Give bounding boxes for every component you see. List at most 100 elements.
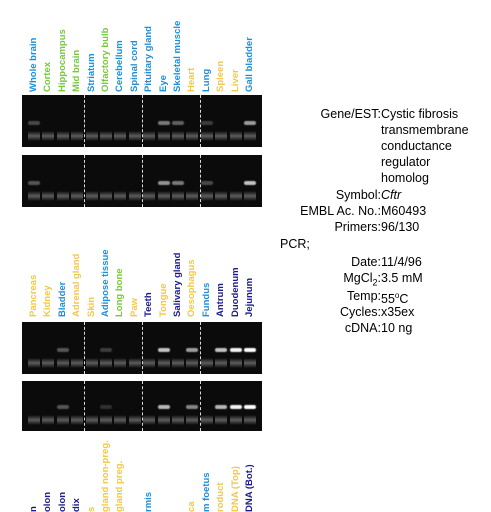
bottom-lane-label: roduct	[215, 482, 227, 512]
top-lane-label: Heart	[186, 67, 198, 92]
gene-est-line-3: conductance	[381, 139, 452, 153]
cdna-value: 10 ng	[381, 321, 413, 335]
gene-info-panel: Gene/EST: Cystic fibrosis transmembrane …	[278, 106, 491, 366]
top-lower-pcr-band	[157, 181, 170, 185]
top-lane-label: Eye	[157, 75, 169, 92]
top-upper-primer-smear	[186, 131, 199, 141]
middle-lane-label: Paw	[128, 297, 140, 317]
middle-lane-label: Teeth	[143, 292, 155, 317]
degree-superscript: o	[394, 291, 400, 300]
embl-label: EMBL Ac. No.:	[300, 204, 381, 218]
bottom-lane-label: rmis	[143, 491, 155, 512]
top-lower-primer-smear	[157, 191, 170, 201]
middle-lower-primer-smear	[56, 415, 69, 425]
bottom-lane-label: olon	[42, 491, 54, 512]
cycles-label: Cycles:	[340, 305, 381, 319]
middle-lower-pcr-band	[244, 405, 256, 409]
bottom-lane-label: ca	[186, 501, 198, 512]
primers-value: 96/130	[381, 220, 420, 234]
date-label: Date:	[351, 255, 381, 269]
top-lower-primer-smear	[56, 191, 69, 201]
middle-lower-primer-smear	[200, 415, 213, 425]
top-lower-lane-divider	[199, 155, 201, 207]
middle-lane-label: Adipose tissue	[100, 249, 111, 317]
top-lane-label: Olfactory bulb	[100, 27, 111, 92]
top-lower-pcr-band	[28, 181, 40, 185]
top-upper-primer-smear	[172, 131, 184, 141]
middle-lower-primer-smear	[71, 415, 84, 425]
middle-lane-label: Antrum	[215, 283, 227, 317]
middle-upper-primer-smear	[143, 358, 156, 368]
top-gel-lower	[22, 155, 262, 207]
top-lower-pcr-band	[172, 181, 184, 185]
top-lower-primer-smear	[215, 191, 228, 201]
top-upper-lane-divider	[142, 95, 143, 147]
middle-lower-lane-divider	[142, 381, 143, 431]
middle-upper-pcr-band	[244, 348, 256, 352]
middle-lower-primer-smear	[28, 415, 40, 425]
temp-value: 55oC	[381, 291, 409, 307]
top-lane-label: Striatum	[85, 53, 97, 92]
middle-lower-pcr-band	[186, 405, 199, 409]
top-lane-label: Spinal cord	[128, 40, 140, 92]
middle-lower-primer-smear	[128, 415, 141, 425]
middle-lower-primer-smear	[157, 415, 170, 425]
symbol-value: Cftr	[381, 188, 402, 202]
gene-est-label: Gene/EST:	[320, 107, 381, 121]
middle-lane-label: Oesophagus	[186, 259, 198, 317]
middle-lower-primer-smear	[85, 415, 98, 425]
middle-lower-pcr-band	[100, 405, 112, 409]
middle-lane-label: Adrenal gland	[71, 253, 83, 317]
top-upper-primer-smear	[56, 131, 69, 141]
top-upper-lane-divider	[199, 95, 201, 147]
mgcl2-value: 3.5 mM	[381, 271, 423, 285]
top-lane-label: Whole brain	[28, 37, 39, 92]
top-lower-primer-smear	[100, 191, 112, 201]
middle-lower-primer-smear	[114, 415, 127, 425]
top-lower-primer-smear	[71, 191, 84, 201]
middle-lane-label: Long bone	[114, 268, 126, 317]
top-lower-primer-smear	[128, 191, 141, 201]
middle-upper-primer-smear	[244, 358, 256, 368]
top-lower-lane-divider	[84, 155, 86, 207]
top-upper-pcr-band	[244, 121, 256, 125]
middle-upper-pcr-band	[157, 348, 170, 352]
top-lower-primer-smear	[42, 191, 55, 201]
bottom-lane-label: n	[28, 506, 39, 512]
top-upper-pcr-band	[200, 121, 213, 125]
bottom-lane-label: gland preg.	[114, 460, 126, 512]
top-upper-lane-divider	[84, 95, 86, 147]
middle-upper-primer-smear	[157, 358, 170, 368]
top-upper-primer-smear	[100, 131, 112, 141]
middle-gel-upper	[22, 322, 262, 374]
top-upper-primer-smear	[128, 131, 141, 141]
date-value: 11/4/96	[381, 255, 422, 269]
top-lane-labels: Whole brain Cortex Hippocampus Mid brain Str…	[0, 0, 270, 92]
bottom-lane-label: s	[85, 506, 97, 512]
pcr-label: PCR;	[280, 237, 310, 251]
middle-lower-primer-smear	[229, 415, 242, 425]
middle-lane-label: Salivary gland	[172, 252, 183, 317]
top-upper-primer-smear	[229, 131, 242, 141]
cycles-value: x35ex	[381, 305, 415, 319]
top-lower-primer-smear	[229, 191, 242, 201]
middle-lower-pcr-band	[157, 405, 170, 409]
temp-label: Temp:	[346, 289, 381, 303]
embl-value: M60493	[381, 204, 427, 218]
top-gel-upper	[22, 95, 262, 147]
bottom-lane-labels: n olon olon dix s gland non-preg. gland preg. r…	[0, 420, 270, 512]
bottom-lane-label: gland non-preg.	[100, 440, 111, 512]
middle-lower-primer-smear	[186, 415, 199, 425]
middle-lane-label: Skin	[85, 296, 97, 317]
middle-lane-label: Duodenum	[229, 267, 241, 317]
top-lower-primer-smear	[114, 191, 127, 201]
cdna-label: cDNA:	[344, 321, 381, 335]
middle-lower-pcr-band	[215, 405, 228, 409]
gene-est-line-5: homolog	[381, 171, 429, 185]
top-lane-label: Pituitary gland	[143, 26, 155, 92]
middle-upper-primer-smear	[42, 358, 55, 368]
bottom-lane-label: DNA (Top)	[229, 466, 241, 512]
top-lane-label: Cortex	[42, 61, 54, 92]
top-upper-pcr-band	[157, 121, 170, 125]
top-upper-primer-smear	[143, 131, 156, 141]
